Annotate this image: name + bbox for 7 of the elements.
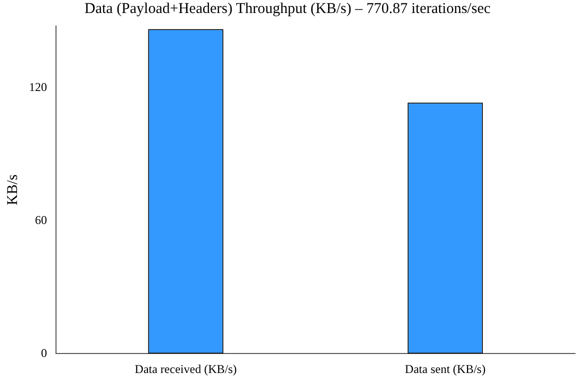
y-tick-label: 60: [35, 212, 47, 227]
y-tick-label: 0: [41, 346, 47, 360]
x-tick-label: Data received (KB/s): [134, 362, 237, 376]
y-tick-label: 120: [29, 80, 47, 94]
chart-title: Data (Payload+Headers) Throughput (KB/s) – 770.87 iterations/sec: [84, 0, 491, 17]
y-axis-title: KB/s: [4, 174, 21, 206]
x-tick-label: Data sent (KB/s): [404, 362, 486, 376]
